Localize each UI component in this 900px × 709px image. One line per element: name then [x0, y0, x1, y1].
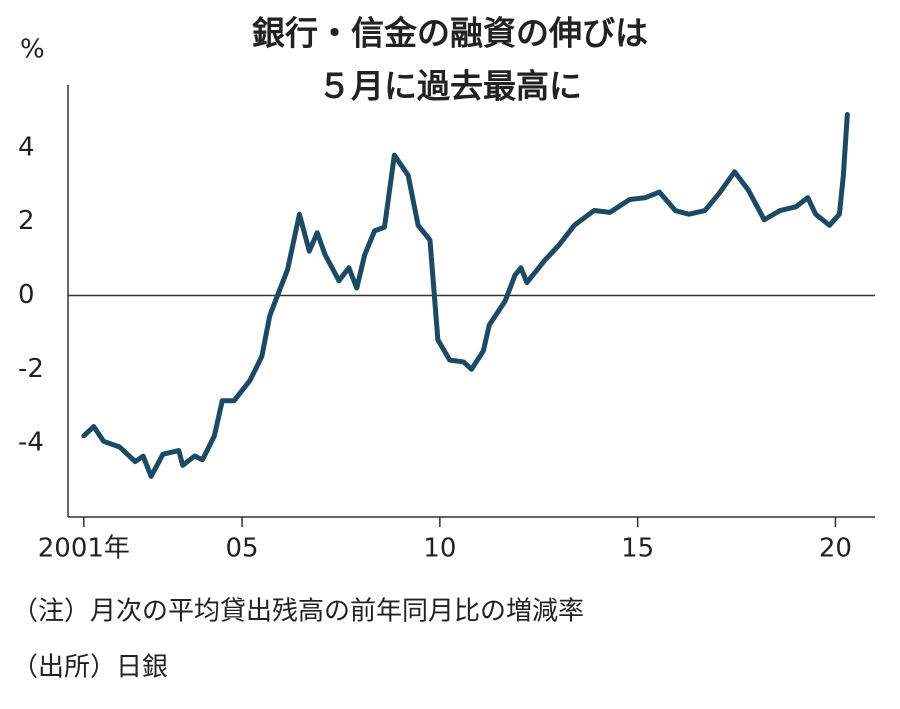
- y-tick-label: 2: [18, 206, 35, 236]
- x-tick-label: 05: [226, 534, 259, 564]
- x-tick-label: 15: [621, 534, 654, 564]
- chart-title: ５月に過去最高に: [318, 67, 582, 106]
- y-axis-label: %: [20, 35, 45, 65]
- chart-title: 銀行・信金の融資の伸びは: [252, 14, 648, 53]
- y-tick-label: -2: [18, 354, 44, 384]
- line: [81, 112, 850, 479]
- x-tick-label: 20: [819, 534, 852, 564]
- x-tick-label: 10: [423, 534, 456, 564]
- y-tick-label: 4: [18, 132, 35, 162]
- note: （注）月次の平均貸出残高の前年同月比の増減率: [12, 597, 584, 627]
- y-tick-label: 0: [18, 280, 35, 310]
- y-tick-label: -4: [18, 428, 44, 458]
- x-tick-label: 2001年: [38, 534, 130, 564]
- source: （出所）日銀: [12, 653, 168, 683]
